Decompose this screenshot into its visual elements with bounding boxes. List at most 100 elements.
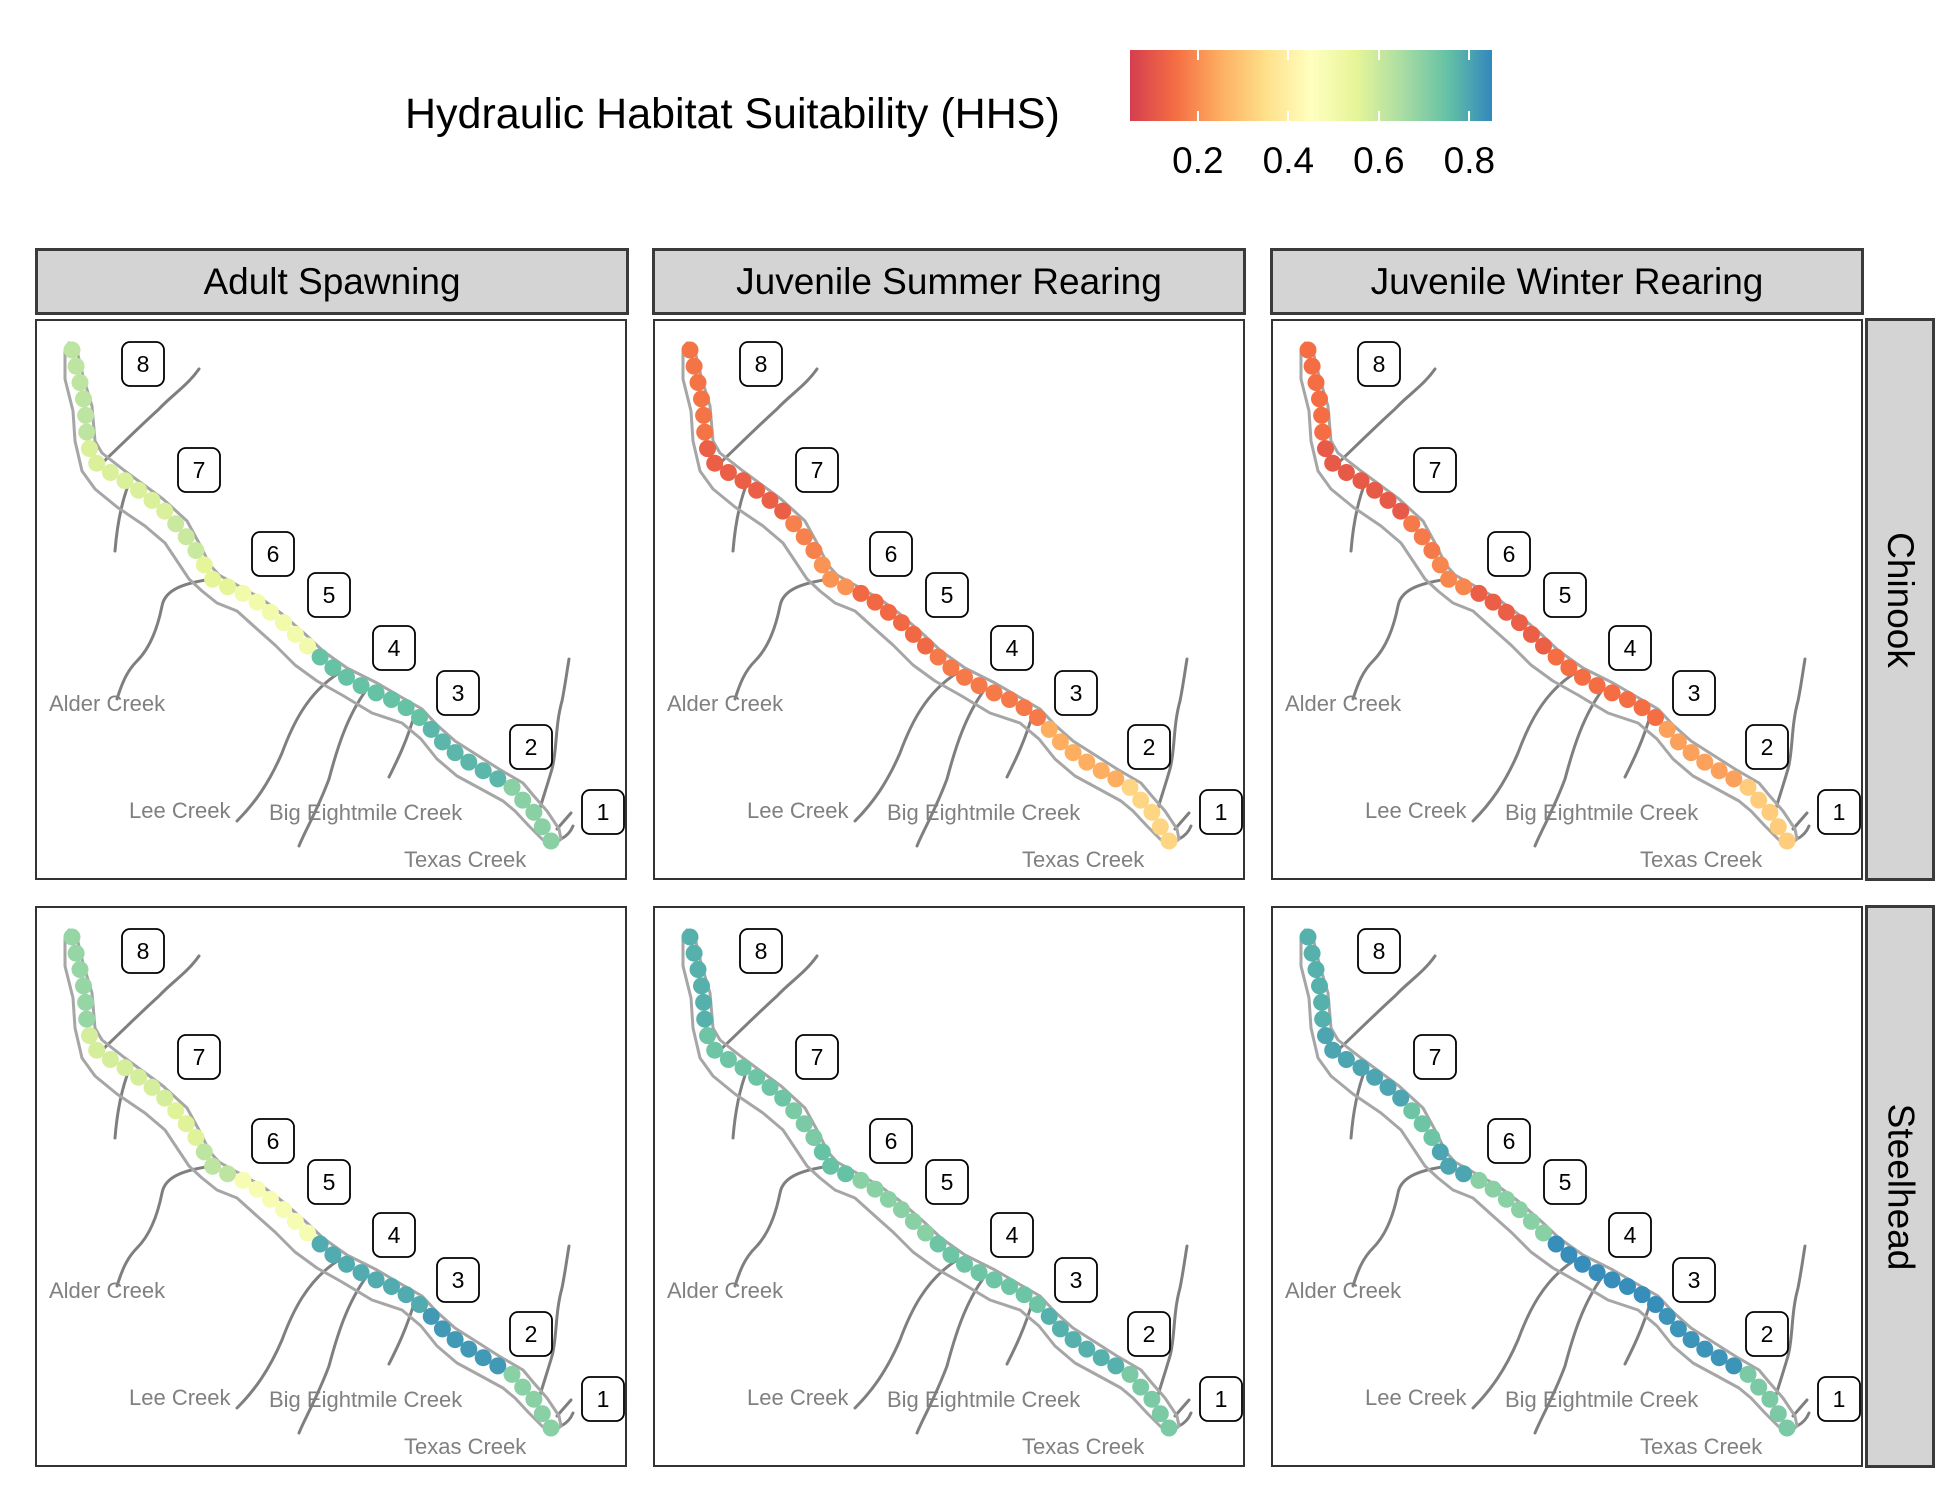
hhs-point bbox=[852, 584, 870, 602]
tributary-line bbox=[97, 954, 201, 1055]
reach-label-box bbox=[1817, 1376, 1861, 1422]
colorbar-tick-label: 0.2 bbox=[1172, 140, 1224, 181]
tributary-line bbox=[715, 367, 819, 468]
hhs-point bbox=[1151, 1405, 1169, 1423]
reach-label-5: 5 bbox=[307, 1159, 351, 1205]
hhs-point bbox=[460, 753, 478, 771]
colorbar-tick-label: 0.8 bbox=[1443, 140, 1496, 181]
reach-label-box bbox=[1608, 625, 1652, 671]
colorbar-tick-mark bbox=[1287, 50, 1290, 121]
hhs-point bbox=[81, 1027, 98, 1045]
hhs-point bbox=[156, 1089, 174, 1107]
hhs-point bbox=[1497, 1190, 1515, 1208]
tributary-label: Texas Creek bbox=[1022, 1434, 1145, 1459]
hhs-point bbox=[1092, 1349, 1110, 1367]
hhs-point bbox=[63, 928, 81, 946]
hhs-point bbox=[1423, 542, 1441, 559]
tributary-line bbox=[1771, 657, 1807, 820]
hhs-point bbox=[78, 423, 96, 441]
reach-label-box bbox=[739, 928, 783, 974]
hhs-point bbox=[1051, 733, 1069, 751]
hhs-point bbox=[1588, 677, 1606, 695]
hhs-point bbox=[446, 1331, 464, 1349]
hhs-point bbox=[1366, 1068, 1384, 1086]
reach-label-box bbox=[795, 447, 839, 493]
hhs-point bbox=[116, 472, 134, 490]
map-svg: Alder Creek Lee Creek Big Eightmile Creek T… bbox=[667, 928, 1243, 1459]
hhs-point bbox=[1511, 614, 1528, 632]
reach-label-text: 2 bbox=[1761, 734, 1774, 760]
tributary-line bbox=[1153, 657, 1189, 820]
tributary-label: Big Eightmile Creek bbox=[269, 800, 463, 825]
hhs-point bbox=[929, 1235, 947, 1253]
hhs-point bbox=[248, 593, 266, 611]
reach-label-3: 3 bbox=[1672, 1257, 1716, 1303]
tributary-line bbox=[731, 481, 749, 553]
reach-label-box bbox=[509, 1311, 553, 1357]
reach-label-2: 2 bbox=[1127, 724, 1171, 770]
hhs-point bbox=[917, 1224, 934, 1242]
hhs-point bbox=[1121, 778, 1139, 796]
reach-label-text: 1 bbox=[1833, 799, 1846, 825]
hhs-point bbox=[696, 1010, 714, 1028]
hhs-point bbox=[88, 454, 106, 472]
hhs-point bbox=[1658, 1307, 1676, 1325]
hhs-point bbox=[324, 1246, 342, 1264]
reach-label-text: 8 bbox=[1373, 351, 1386, 377]
reach-label-text: 2 bbox=[1761, 1321, 1774, 1347]
hhs-point bbox=[187, 542, 205, 559]
hhs-point bbox=[1574, 1255, 1591, 1273]
hhs-point bbox=[748, 1068, 766, 1086]
hhs-point bbox=[1431, 556, 1449, 574]
hhs-point bbox=[1132, 791, 1150, 809]
hhs-point bbox=[1029, 709, 1046, 726]
reach-label-text: 7 bbox=[811, 457, 824, 483]
reach-label-7: 7 bbox=[177, 447, 221, 493]
reach-label-box bbox=[990, 625, 1034, 671]
hhs-point bbox=[67, 357, 85, 375]
reach-label-7: 7 bbox=[795, 447, 839, 493]
hhs-point bbox=[1314, 1010, 1332, 1028]
hhs-point bbox=[1337, 464, 1355, 481]
hhs-point bbox=[1710, 762, 1728, 780]
tributary-line bbox=[1177, 1411, 1193, 1428]
reach-label-1: 1 bbox=[581, 1376, 625, 1422]
hhs-point bbox=[1560, 659, 1578, 677]
hhs-point bbox=[1769, 818, 1787, 836]
reach-label-text: 7 bbox=[193, 1044, 206, 1070]
hhs-point bbox=[1001, 691, 1018, 708]
tributary-line bbox=[1533, 1274, 1605, 1435]
reach-label-box bbox=[990, 1212, 1034, 1258]
hhs-point bbox=[1015, 1286, 1033, 1304]
reach-label-8: 8 bbox=[121, 928, 165, 974]
tributary-line bbox=[297, 1274, 369, 1435]
reach-label-box bbox=[1745, 1311, 1789, 1357]
tributary-line bbox=[1795, 1411, 1811, 1428]
hhs-point bbox=[893, 614, 910, 632]
tributary-label: Texas Creek bbox=[404, 847, 527, 872]
reach-label-box bbox=[1672, 1257, 1716, 1303]
hhs-point bbox=[1470, 1171, 1488, 1189]
hhs-point bbox=[785, 515, 803, 533]
hhs-point bbox=[1669, 733, 1687, 751]
hhs-point bbox=[1299, 341, 1317, 359]
hhs-point bbox=[681, 928, 699, 946]
tributary-line bbox=[1533, 687, 1605, 848]
hhs-point bbox=[460, 1340, 478, 1358]
tributary-line bbox=[115, 1164, 214, 1288]
hhs-point bbox=[942, 659, 960, 677]
hhs-point bbox=[143, 1078, 161, 1096]
hhs-point bbox=[177, 528, 195, 546]
reach-label-1: 1 bbox=[581, 789, 625, 835]
hhs-point bbox=[1403, 1102, 1421, 1120]
hhs-point bbox=[1107, 770, 1125, 788]
hhs-point bbox=[1658, 720, 1676, 738]
hhs-point bbox=[929, 648, 947, 666]
map-panel-steelhead-juvenile-summer-rearing: Alder Creek Lee Creek Big Eightmile Creek T… bbox=[653, 906, 1245, 1467]
hhs-point bbox=[695, 993, 713, 1011]
hhs-point bbox=[474, 1349, 492, 1367]
reach-label-text: 8 bbox=[1373, 938, 1386, 964]
reach-label-8: 8 bbox=[739, 928, 783, 974]
hhs-point bbox=[719, 1051, 737, 1068]
legend-colorbar bbox=[1130, 50, 1492, 121]
